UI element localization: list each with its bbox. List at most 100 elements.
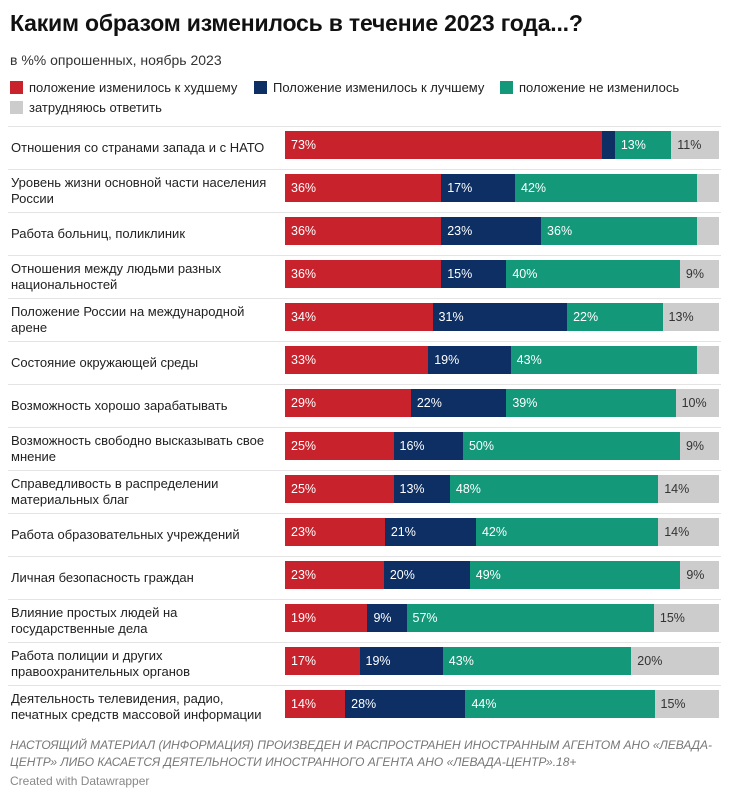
data-label: 9%	[685, 439, 705, 453]
bar-segment-worse: 36%	[285, 174, 442, 202]
bar-segment-hard-to-say: 9%	[679, 432, 719, 460]
stacked-bar: 17% 19% 43% 20%	[285, 647, 719, 675]
bar-segment-unchanged: 44%	[465, 690, 655, 718]
data-label: 36%	[547, 224, 573, 238]
bar-segment-hard-to-say	[697, 174, 719, 202]
data-label: 49%	[475, 568, 501, 582]
data-label: 19%	[291, 611, 317, 625]
data-label: 40%	[512, 267, 538, 281]
chart-subtitle: в %% опрошенных, ноябрь 2023	[10, 52, 222, 68]
bar-segment-worse: 19%	[285, 604, 368, 632]
data-label: 31%	[438, 310, 464, 324]
row-divider	[8, 642, 721, 643]
chart-row: Отношения между людьми разных национальн…	[0, 255, 731, 298]
category-label: Отношения со странами запада и с НАТО	[11, 139, 265, 155]
stacked-bar: 34% 31% 22% 13%	[285, 303, 719, 331]
data-label: 14%	[664, 482, 690, 496]
bar-segment-unchanged: 22%	[567, 303, 663, 331]
data-label: 9%	[686, 568, 705, 582]
bar-segment-better: 23%	[441, 217, 542, 245]
stacked-bar: 29% 22% 39% 10%	[285, 389, 719, 417]
bar-segment-unchanged: 42%	[515, 174, 698, 202]
data-label: 20%	[389, 568, 415, 582]
data-label: 23%	[291, 525, 317, 539]
chart-row: Отношения со странами запада и с НАТО 73%…	[0, 126, 731, 169]
data-label: 21%	[390, 525, 416, 539]
data-label: 73%	[291, 138, 317, 152]
row-divider	[8, 255, 721, 256]
bar-segment-hard-to-say: 10%	[675, 389, 719, 417]
legend-label-better: Положение изменилось к лучшему	[273, 80, 485, 95]
data-label: 17%	[291, 654, 317, 668]
chart-row: Деятельность телевидения, радио, печатны…	[0, 685, 731, 728]
bar-segment-hard-to-say: 14%	[658, 518, 719, 546]
legend-item-hard-to-say: затрудняюсь ответить	[10, 100, 162, 115]
row-divider	[8, 298, 721, 299]
bar-segment-worse: 14%	[285, 690, 346, 718]
bar-segment-hard-to-say	[697, 346, 719, 374]
legend-label-worse: положение изменилось к худшему	[29, 80, 238, 95]
bar-segment-worse: 23%	[285, 518, 385, 546]
row-divider	[8, 513, 721, 514]
data-label: 17%	[447, 181, 473, 195]
data-label: 11%	[677, 138, 702, 152]
row-divider	[8, 169, 721, 170]
bar-segment-better: 17%	[441, 174, 515, 202]
stacked-bar: 23% 21% 42% 14%	[285, 518, 719, 546]
row-divider	[8, 212, 721, 213]
bar-segment-hard-to-say: 15%	[654, 690, 719, 718]
category-label: Личная безопасность граждан	[11, 569, 194, 585]
data-label: 15%	[660, 697, 686, 711]
bar-segment-hard-to-say: 15%	[653, 604, 719, 632]
data-label: 19%	[434, 353, 460, 367]
legend-item-unchanged: положение не изменилось	[500, 80, 679, 95]
bar-segment-worse: 25%	[285, 432, 394, 460]
row-divider	[8, 685, 721, 686]
bar-segment-worse: 73%	[285, 131, 602, 159]
bar-segment-unchanged: 48%	[449, 475, 659, 503]
data-label: 39%	[512, 396, 538, 410]
category-label: Деятельность телевидения, радио, печатны…	[11, 690, 262, 722]
bar-segment-better: 15%	[441, 260, 507, 288]
row-divider	[8, 384, 721, 385]
stacked-bar: 36% 15% 40% 9%	[285, 260, 719, 288]
data-label: 9%	[685, 267, 704, 281]
chart-row: Работа больниц, поликлиник 36% 23% 36%	[0, 212, 731, 255]
data-label: 29%	[291, 396, 317, 410]
stacked-bar: 36% 17% 42%	[285, 174, 719, 202]
bar-segment-unchanged: 50%	[462, 432, 680, 460]
bar-segment-better	[601, 131, 615, 159]
bar-segment-better: 31%	[432, 303, 568, 331]
legend-swatch-unchanged	[500, 81, 513, 94]
row-divider	[8, 126, 721, 127]
bar-segment-hard-to-say	[697, 217, 719, 245]
data-label: 43%	[516, 353, 542, 367]
bar-segment-worse: 17%	[285, 647, 360, 675]
stacked-bar: 73% 13% 11%	[285, 131, 719, 159]
bar-segment-hard-to-say: 14%	[658, 475, 719, 503]
bar-segment-better: 19%	[359, 647, 443, 675]
bar-segment-hard-to-say: 20%	[631, 647, 719, 675]
bar-segment-worse: 29%	[285, 389, 411, 417]
data-label: 36%	[291, 267, 317, 281]
data-label: 13%	[399, 482, 425, 496]
data-label: 44%	[471, 697, 497, 711]
category-label: Влияние простых людей на государственные…	[11, 604, 178, 636]
legend-label-hard-to-say: затрудняюсь ответить	[29, 100, 162, 115]
foreign-agent-notice: НАСТОЯЩИЙ МАТЕРИАЛ (ИНФОРМАЦИЯ) ПРОИЗВЕД…	[10, 738, 712, 769]
data-label: 14%	[291, 697, 317, 711]
data-label: 33%	[291, 353, 317, 367]
bar-segment-unchanged: 57%	[406, 604, 654, 632]
datawrapper-credit: Created with Datawrapper	[10, 774, 150, 788]
data-label: 22%	[573, 310, 599, 324]
category-label: Уровень жизни основной части населения Р…	[11, 174, 267, 206]
bar-segment-better: 16%	[393, 432, 463, 460]
category-label: Работа больниц, поликлиник	[11, 225, 186, 241]
row-divider	[8, 556, 721, 557]
data-label: 57%	[412, 611, 438, 625]
legend-swatch-better	[254, 81, 267, 94]
bar-segment-worse: 23%	[285, 561, 384, 589]
bar-segment-better: 20%	[383, 561, 470, 589]
legend-label-unchanged: положение не изменилось	[519, 80, 680, 95]
data-label: 20%	[637, 654, 663, 668]
